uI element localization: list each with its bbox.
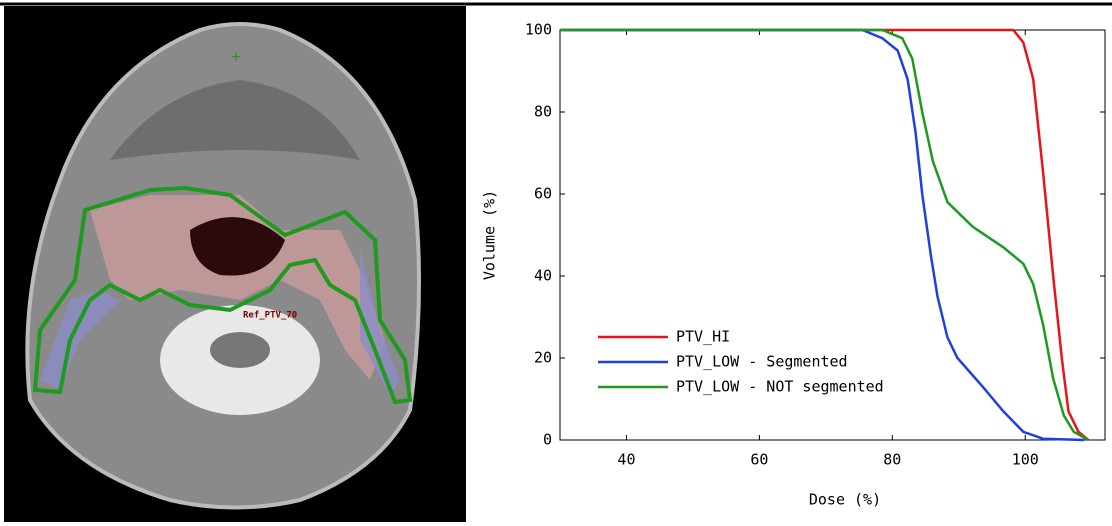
y-tick-label: 20 bbox=[534, 349, 552, 367]
y-tick-label: 0 bbox=[543, 431, 552, 449]
legend-label: PTV_LOW - Segmented bbox=[676, 353, 848, 371]
series-line bbox=[560, 28, 1090, 441]
legend-label: PTV_HI bbox=[676, 328, 730, 346]
ct-image: + Ref_PTV_70 bbox=[4, 6, 466, 522]
image-label: Ref_PTV_70 bbox=[243, 311, 297, 321]
legend-label: PTV_LOW - NOT segmented bbox=[676, 378, 884, 396]
x-tick-label: 80 bbox=[883, 451, 901, 469]
y-tick-label: 80 bbox=[534, 103, 552, 121]
marker: + bbox=[231, 48, 240, 66]
y-tick-label: 100 bbox=[525, 21, 552, 39]
y-tick-label: 60 bbox=[534, 185, 552, 203]
x-tick-label: 100 bbox=[1012, 451, 1039, 469]
x-tick-label: 60 bbox=[750, 451, 768, 469]
y-tick-label: 40 bbox=[534, 267, 552, 285]
plot: 40 60 80 100 0 20 40 60 80 100 PTV_HI PTV_LOW - Seg… bbox=[525, 21, 1106, 469]
y-axis-label: Volume (%) bbox=[481, 190, 499, 280]
x-axis-label: Dose (%) bbox=[809, 491, 881, 509]
x-tick-label: 40 bbox=[617, 451, 635, 469]
series-line bbox=[560, 28, 1089, 442]
series-line bbox=[560, 28, 1084, 442]
